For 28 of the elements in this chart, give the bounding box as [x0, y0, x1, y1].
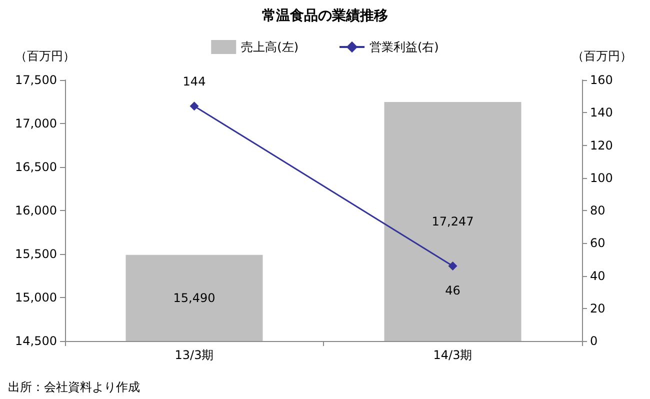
y2-tick-label: 140 — [590, 106, 613, 120]
data-label: 144 — [182, 74, 206, 89]
y-tick-label: 14,500 — [15, 334, 57, 348]
x-tick-label: 13/3期 — [174, 348, 214, 362]
text: 出所：会社資料より作成 — [8, 380, 140, 394]
y-tick-label: 17,500 — [15, 73, 57, 87]
y2-tick-label: 120 — [590, 138, 613, 152]
legend-label: 売上高(左) — [241, 40, 299, 54]
data-label: 17,247 — [432, 214, 474, 229]
y-tick-label: 16,000 — [15, 204, 57, 218]
y2-tick-label: 0 — [590, 334, 598, 348]
y2-tick-label: 40 — [590, 268, 606, 283]
y-tick-label: 15,000 — [15, 290, 57, 304]
y-tick-label: 17,000 — [15, 116, 57, 130]
y-tick-label: 15,500 — [15, 247, 57, 261]
chart-title: 常温食品の業績推移 — [262, 8, 388, 24]
y2-tick-label: 20 — [590, 301, 606, 316]
y-tick-label: 16,500 — [15, 160, 57, 174]
y2-tick-label: 60 — [590, 236, 606, 250]
data-label: 46 — [445, 283, 460, 298]
y2-tick-label: 100 — [590, 170, 613, 185]
legend-label: 営業利益(右) — [370, 40, 439, 54]
y2-tick-label: 80 — [590, 204, 606, 218]
x-tick-label: 14/3期 — [433, 348, 472, 362]
y2-axis-title: （百万円） — [572, 49, 632, 63]
data-label: 15,490 — [173, 290, 216, 305]
y-axis-title: （百万円） — [15, 49, 75, 63]
y2-tick-label: 160 — [590, 73, 613, 87]
